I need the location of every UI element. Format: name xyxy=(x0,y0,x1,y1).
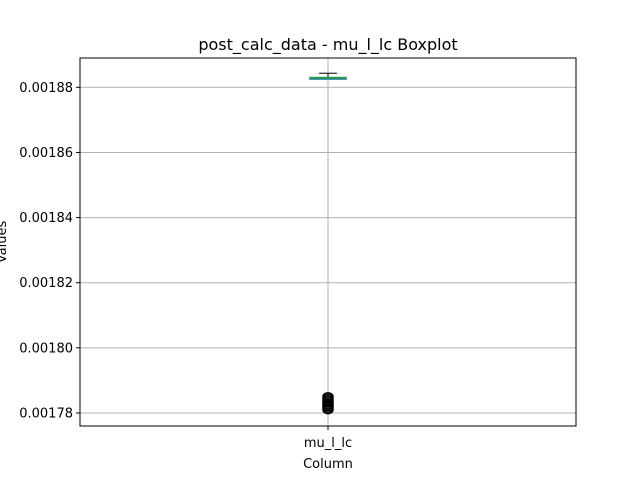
x-axis-label: Column xyxy=(303,457,353,472)
y-axis-label: Values xyxy=(0,221,10,264)
x-axis-ticks: mu_l_lc xyxy=(304,426,352,451)
grid-lines xyxy=(80,58,576,426)
outlier-point xyxy=(322,391,334,402)
y-tick-label: 0.00182 xyxy=(19,276,73,291)
chart-title: post_calc_data - mu_l_lc Boxplot xyxy=(198,35,457,55)
y-tick-label: 0.00178 xyxy=(19,406,73,421)
y-tick-label: 0.00180 xyxy=(19,341,73,356)
y-tick-label: 0.00184 xyxy=(19,211,73,226)
y-axis-ticks: 0.00178 0.00180 0.00182 0.00184 0.00186 0.001… xyxy=(19,81,80,421)
box-series xyxy=(309,72,347,415)
y-tick-label: 0.00186 xyxy=(19,146,73,161)
x-tick-label: mu_l_lc xyxy=(304,436,352,451)
y-tick-label: 0.00188 xyxy=(19,81,73,96)
